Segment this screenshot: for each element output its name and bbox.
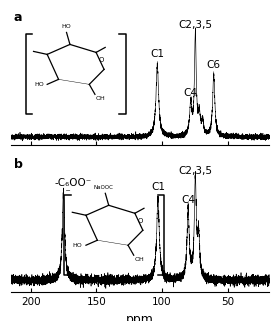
Text: C4: C4 [181,195,195,205]
Text: C6: C6 [207,60,221,70]
Text: b: b [13,158,23,170]
Text: C2,3,5: C2,3,5 [178,166,212,176]
X-axis label: ppm: ppm [126,313,154,321]
Text: C1: C1 [150,49,164,59]
Text: C1: C1 [151,182,165,192]
Text: C4: C4 [184,88,198,98]
Text: C2,3,5: C2,3,5 [178,20,212,30]
Text: -C₆OO⁻: -C₆OO⁻ [54,178,91,188]
Text: a: a [13,11,22,23]
